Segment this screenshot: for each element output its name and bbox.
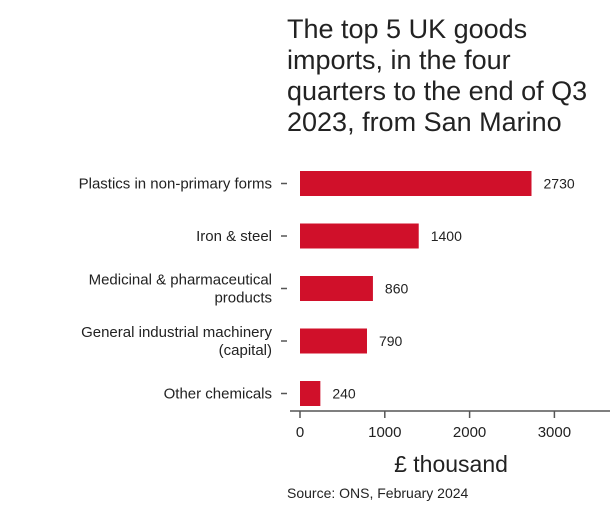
x-tick-label: 3000 [538,424,571,441]
category-labels: Plastics in non-primary forms Iron & stee… [79,176,273,403]
category-label: General industrial machinery [81,324,272,341]
x-tick-label: 0 [296,424,304,441]
category-label: (capital) [219,342,272,359]
x-axis-ticks: 0 1000 2000 3000 [296,411,571,441]
bar [300,171,532,196]
category-label: products [214,290,272,307]
bars [300,171,532,406]
bar-value-label: 1400 [431,228,462,244]
bar [300,276,373,301]
bar [300,381,321,406]
category-label: Medicinal & pharmaceutical [89,272,272,289]
category-label: Iron & steel [196,228,272,245]
y-axis-ticks [281,182,287,395]
bar-value-label: 240 [332,386,356,402]
chart-title: The top 5 UK goods imports, in the four … [287,14,588,137]
category-label: Other chemicals [164,386,272,403]
bar-value-label: 790 [379,333,403,349]
x-tick-label: 1000 [368,424,401,441]
bar [300,223,419,249]
x-axis-label: £ thousand [394,451,508,477]
category-label: Plastics in non-primary forms [79,176,272,193]
x-tick-label: 2000 [453,424,486,441]
bar-value-label: 860 [385,281,409,297]
source-note: Source: ONS, February 2024 [287,485,469,501]
data-labels: 2730 1400 860 790 240 [332,176,575,402]
bar-value-label: 2730 [544,176,575,192]
bar [300,328,367,354]
